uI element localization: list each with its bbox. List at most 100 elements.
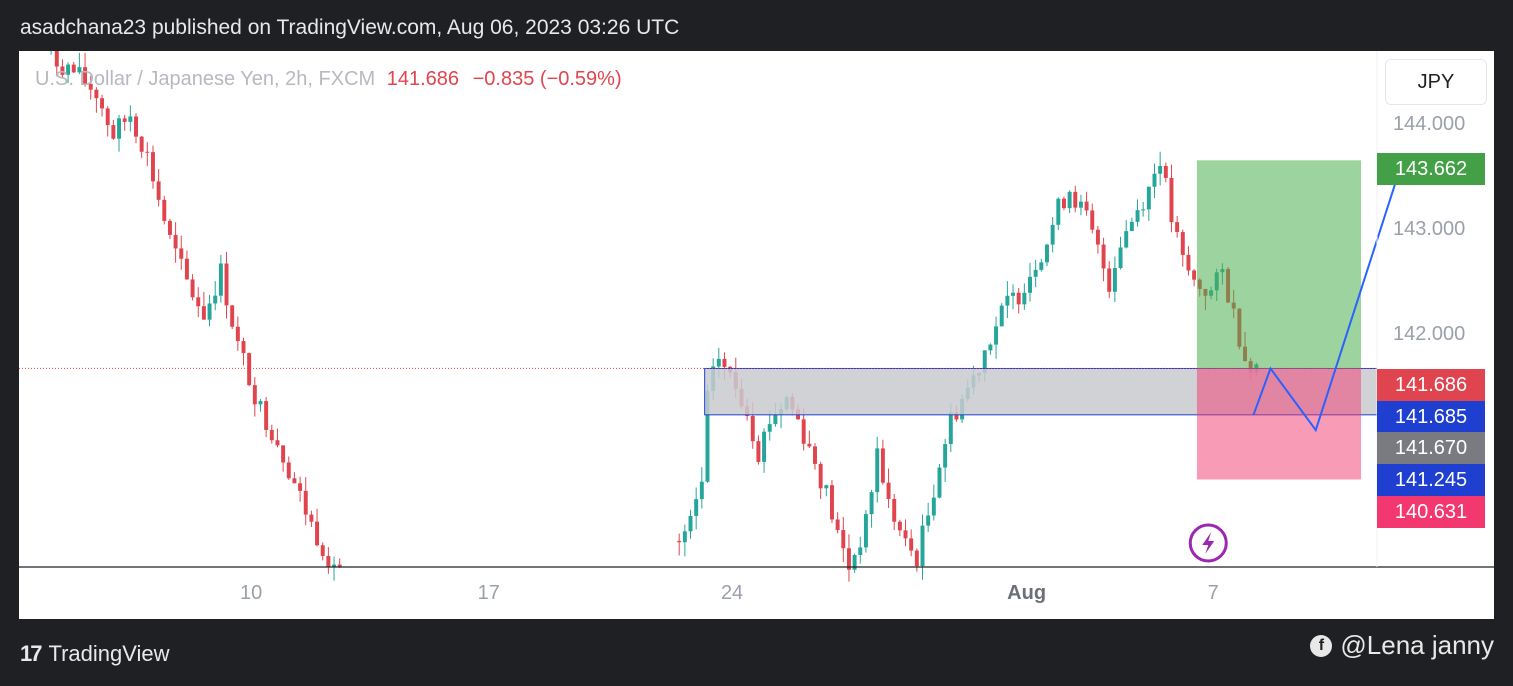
candle-body	[1135, 210, 1140, 222]
candle-body	[937, 467, 942, 498]
candle-body	[1146, 186, 1151, 210]
candle-body	[914, 550, 919, 567]
candle-body	[1169, 177, 1174, 223]
candle-body	[320, 545, 325, 556]
candle-body	[982, 350, 987, 373]
candle-body	[1067, 191, 1072, 209]
candle-body	[162, 199, 167, 221]
candle-body	[275, 440, 280, 446]
candle-body	[909, 538, 914, 551]
candle-body	[1163, 165, 1168, 178]
author-credit: f @Lena janny	[1310, 630, 1494, 661]
stop-box	[1196, 368, 1362, 480]
candle-body	[1152, 173, 1157, 187]
candle-body	[926, 515, 931, 526]
candle-body	[863, 514, 868, 548]
candle-body	[835, 519, 840, 531]
candle-body	[767, 424, 772, 432]
candle-body	[807, 443, 812, 447]
candle-body	[813, 446, 817, 464]
candle-body	[875, 448, 880, 493]
candle-body	[688, 515, 693, 532]
candle-body	[1033, 269, 1038, 277]
candle-body	[281, 445, 286, 463]
candle-body	[224, 263, 229, 306]
candle-body	[292, 478, 297, 484]
candle-body	[903, 530, 908, 539]
candle-body	[869, 492, 874, 515]
candle-body	[948, 412, 953, 445]
candle-body	[1078, 201, 1083, 208]
target-box	[1196, 160, 1362, 369]
candle-body	[326, 555, 331, 568]
candle-body	[1112, 267, 1117, 292]
price-tag: 140.631	[1377, 496, 1485, 528]
candle-body	[309, 514, 314, 522]
candle-body	[54, 51, 59, 67]
time-tick-label: Aug	[1007, 582, 1047, 604]
candle-body	[298, 483, 303, 491]
projection-path	[1252, 166, 1402, 433]
candle-body	[1050, 224, 1055, 245]
tradingview-logo[interactable]: 17 TradingView	[20, 641, 170, 667]
candle-body	[1118, 247, 1123, 268]
candle-body	[677, 540, 682, 543]
candle-body	[994, 326, 999, 345]
candle-body	[1016, 292, 1021, 305]
candlestick-chart[interactable]	[19, 51, 1494, 619]
candle-body	[1011, 292, 1016, 296]
candle-body	[247, 353, 252, 386]
candle-body	[722, 358, 727, 367]
candle-body	[128, 116, 133, 122]
candle-body	[886, 482, 891, 499]
time-tick-label: 10	[239, 582, 263, 604]
candle-body	[1180, 232, 1185, 255]
candle-body	[1061, 198, 1066, 209]
candle-body	[1158, 165, 1163, 174]
candle-body	[94, 89, 99, 99]
price-tag: 141.245	[1377, 464, 1485, 496]
legend-change: −0.835 (−0.59%)	[472, 68, 622, 90]
candle-body	[829, 485, 834, 520]
candle-body	[207, 303, 212, 320]
candle-body	[716, 358, 721, 367]
candle-body	[264, 401, 269, 430]
candle-body	[167, 220, 172, 235]
candle-body	[218, 263, 223, 296]
price-tag: 141.670	[1377, 432, 1485, 464]
candle-body	[1045, 244, 1049, 263]
candle-body	[818, 463, 823, 489]
symbol-name: U.S. Dollar / Japanese Yen, 2h, FXCM	[35, 68, 376, 90]
candle-body	[139, 136, 144, 152]
price-tag: 143.662	[1377, 153, 1485, 185]
candle-body	[824, 485, 829, 489]
candle-body	[1039, 262, 1044, 270]
candle-body	[184, 258, 189, 280]
candle-body	[286, 462, 291, 479]
candle-body	[258, 401, 263, 405]
candle-body	[1005, 295, 1010, 306]
candle-body	[66, 64, 71, 75]
candle-body	[134, 116, 138, 137]
candle-body	[1022, 292, 1027, 305]
candle-body	[60, 66, 65, 75]
candle-body	[943, 444, 948, 468]
candle-body	[920, 525, 925, 567]
candle-body	[71, 64, 76, 73]
candle-body	[999, 305, 1004, 327]
candle-body	[705, 390, 710, 482]
currency-button[interactable]: JPY	[1385, 59, 1487, 105]
price-tag: 141.686	[1377, 369, 1485, 401]
candle-body	[235, 326, 240, 342]
time-tick-label: 24	[720, 582, 744, 604]
candle-body	[801, 419, 806, 444]
candle-body	[241, 341, 246, 354]
candle-body	[773, 414, 778, 425]
chart-area[interactable]: U.S. Dollar / Japanese Yen, 2h, FXCM 141…	[19, 51, 1494, 619]
candle-body	[190, 279, 195, 298]
candle-body	[269, 429, 274, 441]
drawing-layer	[19, 160, 1404, 563]
candle-body	[1107, 268, 1112, 292]
lightning-bolt	[1202, 532, 1215, 554]
candle-body	[252, 385, 257, 405]
